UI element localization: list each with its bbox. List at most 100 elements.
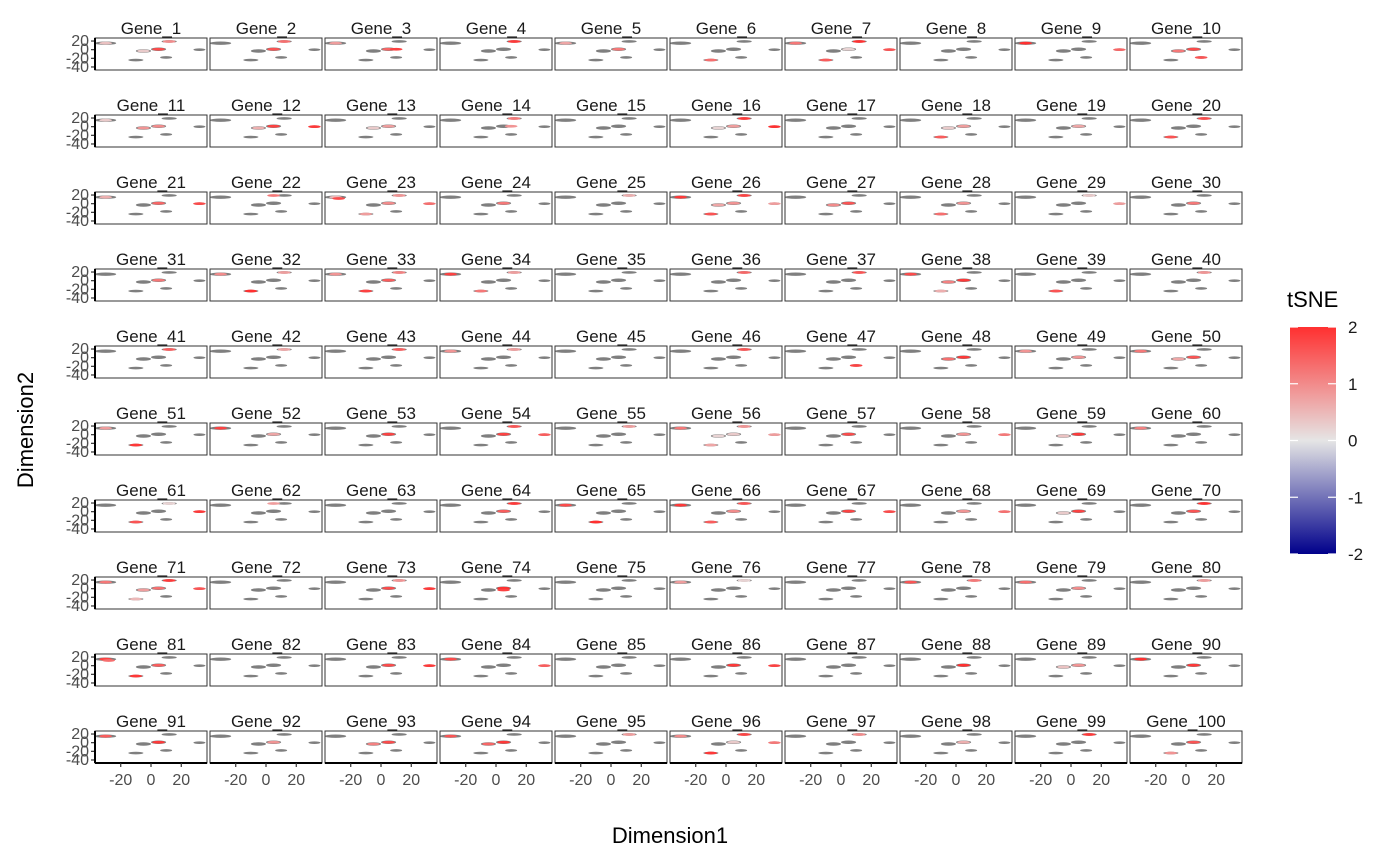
y-tick-label: 20 [71,33,89,50]
facet-strip-label: Gene_88 [921,635,991,654]
expression-point [367,742,380,746]
y-tick-label: 0 [80,427,89,444]
facet-panel-border [669,37,783,71]
cell-cluster-point [998,202,1011,205]
cell-cluster-point [161,656,177,659]
cell-cluster-point [1196,733,1212,736]
cell-cluster-point [620,210,633,213]
cell-cluster-point [390,364,403,367]
cell-cluster-point [998,48,1011,51]
expression-point [1082,733,1096,736]
expression-point [1134,426,1147,430]
facet-panel-gene-92: Gene_92 [209,712,323,764]
facet-points [900,656,1011,678]
expression-point [99,426,112,430]
cell-cluster-point [160,364,173,367]
facet-points [670,579,781,601]
y-tick-label: 0 [80,658,89,675]
facet-panel-border [899,114,1013,148]
facet-points [440,348,551,370]
facet-panel-gene-2: Gene_2 [209,19,323,71]
cell-cluster-point [726,47,742,51]
cell-cluster-point [250,49,266,53]
facet-strip-label: Gene_8 [926,19,987,38]
expression-point [152,124,165,128]
facet-strip-label: Gene_64 [461,481,531,500]
facet-panel-border [554,576,668,610]
cell-cluster-point [160,672,173,675]
facet-panel-gene-30: Gene_30 [1129,173,1243,225]
facet-points [670,348,781,370]
facet-panel-border [784,345,898,379]
facet-points [900,425,1011,447]
facet-panel-border [1129,37,1243,71]
expression-point [382,201,395,205]
expression-point [162,502,176,505]
cell-cluster-point [135,357,151,361]
cell-cluster-point [325,580,347,584]
facet-strip-label: Gene_2 [236,19,297,38]
facet-points [1015,194,1126,216]
cell-cluster-point [250,511,266,515]
facet-points [325,656,436,678]
facet-panel-border [784,499,898,533]
y-tick-label: -20 [66,512,89,529]
expression-point [674,195,687,199]
y-tick-label: -40 [66,752,89,769]
expression-point [1197,271,1211,274]
facet-strip-label: Gene_41 [116,327,186,346]
facet-strip-label: Gene_30 [1151,173,1221,192]
cell-cluster-point [1113,279,1126,282]
cell-cluster-point [440,41,462,45]
cell-cluster-point [883,202,896,205]
cell-cluster-point [940,434,956,438]
facet-panel-gene-26: Gene_26 [669,173,783,225]
cell-cluster-point [735,749,748,752]
facet-points [95,40,206,62]
cell-cluster-point [611,201,627,205]
y-tick-label: -40 [66,521,89,538]
expression-point [704,751,718,755]
expression-point [392,194,406,197]
facet-points [555,656,666,678]
x-tick-label: 0 [837,772,846,789]
facet-panel-gene-95: Gene_95 [554,712,668,764]
cell-cluster-point [505,595,518,598]
facet-panel-border [669,422,783,456]
legend-title: tSNE [1287,287,1338,312]
cell-cluster-point [243,212,259,216]
facet-strip-label: Gene_9 [1041,19,1102,38]
expression-point [589,520,603,524]
expression-point [852,733,866,736]
cell-cluster-point [160,518,173,521]
y-axis-title: Dimension2 [13,372,38,488]
cell-cluster-point [850,749,863,752]
expression-point [244,289,258,293]
facet-panel-gene-36: Gene_36 [669,250,783,302]
cell-cluster-point [538,48,551,51]
facet-strip-label: Gene_71 [116,558,186,577]
expression-point [819,58,833,62]
cell-cluster-point [128,751,144,755]
facet-panel-border [899,653,1013,687]
facet-points [785,117,896,139]
expression-point [392,271,406,274]
expression-point [277,348,291,351]
facet-strip-label: Gene_26 [691,173,761,192]
cell-cluster-point [135,665,151,669]
y-tick-label: 0 [80,735,89,752]
cell-cluster-point [768,279,781,282]
cell-cluster-point [1048,597,1064,601]
cell-cluster-point [210,580,232,584]
cell-cluster-point [308,664,321,667]
facet-panel-gene-32: Gene_32 [209,250,323,302]
cell-cluster-point [538,279,551,282]
expression-point [507,117,521,120]
expression-point [1072,432,1085,436]
facet-strip-label: Gene_73 [346,558,416,577]
expression-point [162,40,176,43]
facet-panel-gene-63: Gene_63 [324,481,438,533]
facet-points [1015,117,1126,139]
expression-point [193,510,206,514]
y-tick-label: 20 [71,341,89,358]
